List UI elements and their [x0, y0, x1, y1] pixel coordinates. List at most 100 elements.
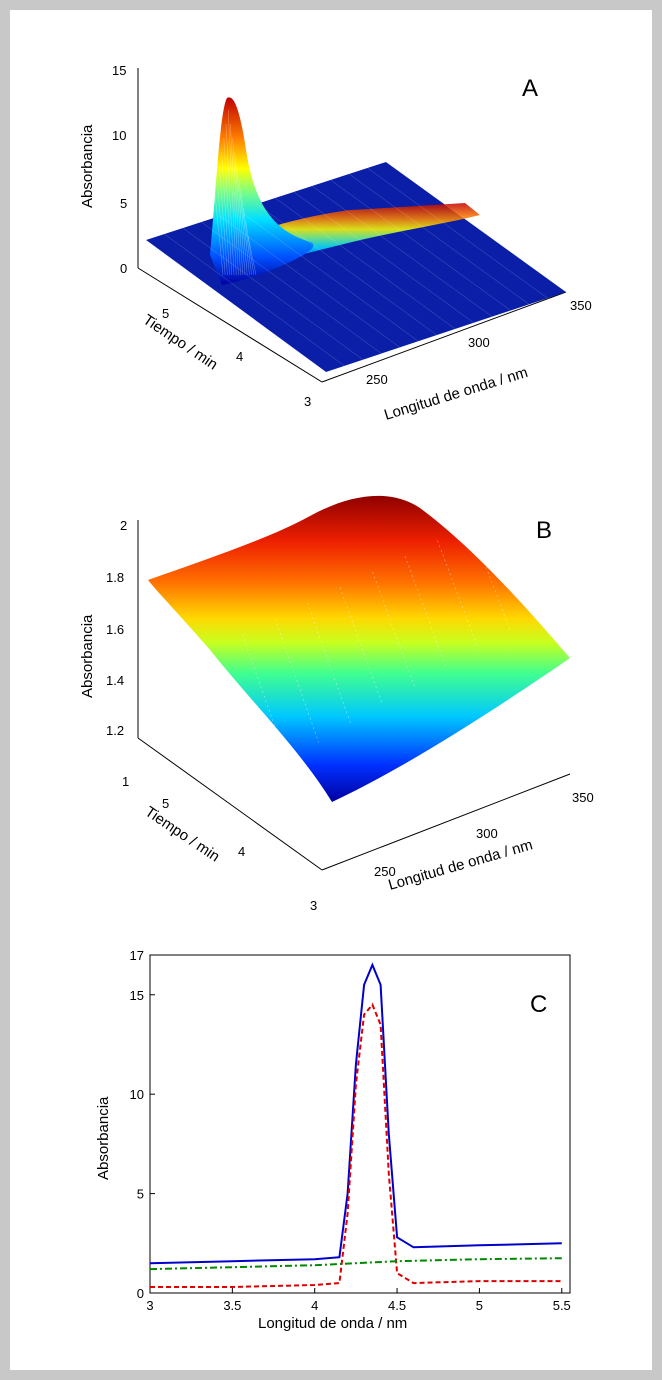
panel-b-letter: B [536, 517, 552, 544]
surface-mesh-line [234, 151, 243, 276]
panel-a-y-tick-label: 4 [236, 349, 243, 364]
surface-mesh-line [256, 203, 437, 336]
surface-mesh-line [228, 109, 237, 276]
surface-mesh-line [239, 179, 248, 276]
panel-a-mesh [145, 109, 567, 373]
panel-b-y-tick-label: 4 [238, 844, 245, 859]
panel-a-z-tick-label: 10 [112, 128, 126, 143]
panel-a-z-axis-label: Absorbancia [79, 124, 96, 208]
surface-mesh-line [164, 233, 345, 367]
panel-b-z-tick-label: 1.2 [106, 723, 124, 738]
surface-mesh-line [230, 123, 239, 276]
panel-c: 3 3.5 4 4.5 5 5.5 0 5 10 15 17 Absorbancia Longitu… [95, 948, 571, 1332]
panel-c-x-tick-label: 5.5 [553, 1298, 571, 1313]
surface-mesh-line [312, 185, 493, 317]
panel-c-series-line-3 [149, 1257, 562, 1271]
surface-mesh-line [232, 137, 241, 276]
surface-mesh-line [223, 137, 232, 276]
panel-b-z-tick-label: 1.8 [106, 570, 124, 585]
panel-c-y-tick-label: 10 [130, 1087, 144, 1102]
panel-b-x-tick-label: 250 [374, 864, 396, 879]
panel-b-z-tick-label: 2 [120, 518, 127, 533]
panel-b-mesh [209, 524, 511, 781]
panel-b-x-axis [321, 773, 571, 871]
panel-a-x-tick-label: 250 [366, 372, 388, 387]
panel-a-y-tick-label: 5 [162, 306, 169, 321]
surface-mesh-line [293, 191, 474, 323]
surface-mesh-line [372, 571, 415, 687]
panel-b-y-tick-label: 3 [310, 898, 317, 913]
panel-a-z-tick-label: 5 [120, 196, 127, 211]
surface-mesh-line [247, 235, 257, 276]
panel-c-x-tick-label: 4.5 [388, 1298, 406, 1313]
panel-a-y-tick-label: 3 [304, 394, 311, 409]
panel-c-ticks: 3 3.5 4 4.5 5 5.5 0 5 10 15 17 [130, 948, 571, 1313]
panel-b-z-tick-label: 1.6 [106, 622, 124, 637]
panel-c-series-line-2 [150, 1002, 562, 1288]
surface-mesh-line [245, 221, 254, 276]
surface-mesh-line [367, 167, 548, 299]
panel-c-y-tick-label: 5 [137, 1187, 144, 1202]
surface-mesh-line [225, 123, 235, 276]
surface-mesh-line [217, 179, 226, 276]
panel-b-z-tick-label: 1 [122, 774, 129, 789]
panel-a-letter: A [522, 75, 538, 102]
panel-c-y-tick-label: 15 [130, 988, 144, 1003]
surface-mesh-line [214, 193, 224, 276]
panel-a-z-tick-label: 15 [112, 63, 126, 78]
panel-b-y-axis-label: Tiempo / min [142, 803, 223, 865]
panel-c-x-tick-label: 3.5 [223, 1298, 241, 1313]
panel-b-z-axis-label: Absorbancia [79, 614, 96, 698]
surface-mesh-line [145, 239, 327, 373]
panel-c-y-axis-label: Absorbancia [95, 1096, 112, 1180]
surface-mesh-line [275, 197, 456, 330]
panel-b-x-axis-label: Longitud de onda / nm [386, 836, 534, 893]
surface-mesh-line [182, 227, 364, 360]
surface-mesh-line [219, 215, 400, 348]
panel-c-x-tick-label: 5 [476, 1298, 483, 1313]
panel-a-x-tick-label: 300 [468, 335, 490, 350]
panel-a-y-axis-label: Tiempo / min [140, 311, 221, 373]
panel-c-letter: C [530, 991, 547, 1018]
panel-b-surface [148, 495, 570, 802]
panel-b-y-tick-label: 5 [162, 796, 169, 811]
panel-b-z-tick-label: 1.4 [106, 673, 124, 688]
panel-a-x-tick-label: 350 [570, 298, 592, 313]
panel-b-y-axis [137, 737, 323, 871]
panel-c-x-axis-label: Longitud de onda / nm [258, 1315, 407, 1332]
panel-a: 15 10 5 0 5 4 3 250 300 350 Absorbancia … [79, 63, 592, 424]
panel-a-x-axis-label: Longitud de onda / nm [382, 364, 530, 424]
panel-a-y-axis [137, 267, 323, 383]
surface-mesh-line [307, 603, 351, 724]
surface-mesh-line [236, 165, 246, 276]
surface-mesh-line [330, 179, 511, 311]
panel-b: 2 1.8 1.6 1.4 1.2 1 5 4 3 250 300 350 Ab… [79, 495, 594, 913]
panel-c-x-tick-label: 4 [311, 1298, 318, 1313]
surface-mesh-line [469, 524, 511, 631]
surface-mesh-line [219, 165, 228, 276]
panel-a-z-tick-label: 0 [120, 261, 127, 276]
panel-c-y-tick-label: 17 [130, 948, 144, 963]
surface-mesh-line [274, 618, 320, 743]
surface-mesh-line [221, 151, 230, 276]
surface-mesh-line [385, 161, 567, 293]
panel-c-plot-area [149, 954, 571, 1294]
surface-mesh-line [339, 587, 383, 706]
panel-c-series-line-1 [149, 962, 562, 1265]
panel-a-main-peak [210, 97, 314, 286]
panel-b-x-tick-label: 300 [476, 826, 498, 841]
figure-frame: 15 10 5 0 5 4 3 250 300 350 Absorbancia … [10, 10, 652, 1370]
panel-b-x-tick-label: 350 [572, 790, 594, 805]
panel-c-y-tick-label: 0 [137, 1286, 144, 1301]
surface-mesh-line [243, 207, 252, 276]
surface-mesh-line [201, 221, 382, 354]
panel-c-x-tick-label: 3 [146, 1298, 153, 1313]
surface-mesh-line [238, 209, 419, 342]
panel-a-surface-base [146, 162, 566, 372]
surface-mesh-line [241, 193, 250, 276]
panel-a-x-axis [321, 291, 567, 383]
surface-mesh-line [437, 540, 479, 649]
surface-mesh-line [348, 173, 530, 305]
panel-c-series [149, 962, 562, 1288]
figure-canvas: 15 10 5 0 5 4 3 250 300 350 Absorbancia … [79, 63, 594, 1332]
